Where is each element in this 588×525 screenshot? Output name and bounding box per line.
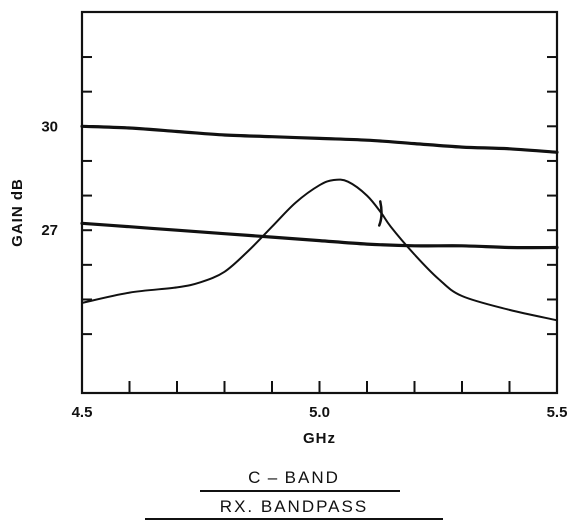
x-tick-label: 5.0	[309, 404, 330, 421]
chart-title-line-2: RX. BANDPASS	[219, 497, 369, 516]
x-axis-title: GHz	[303, 430, 336, 447]
chart-title-line-1: C – BAND	[248, 468, 340, 487]
y-tick-label: 30	[41, 118, 58, 135]
plot-frame	[80, 10, 559, 395]
y-tick-label: 27	[41, 222, 58, 239]
series-2-line	[80, 221, 559, 250]
series-1-line	[80, 124, 559, 154]
series-3-line	[81, 178, 558, 322]
x-tick-label: 5.5	[547, 404, 568, 421]
y-axis-title: GAIN dB	[9, 178, 26, 247]
title-underline-1	[200, 490, 400, 492]
x-tick-label: 4.5	[72, 404, 93, 421]
curve-artifact-mark	[378, 200, 383, 227]
title-underline-2	[145, 518, 443, 520]
